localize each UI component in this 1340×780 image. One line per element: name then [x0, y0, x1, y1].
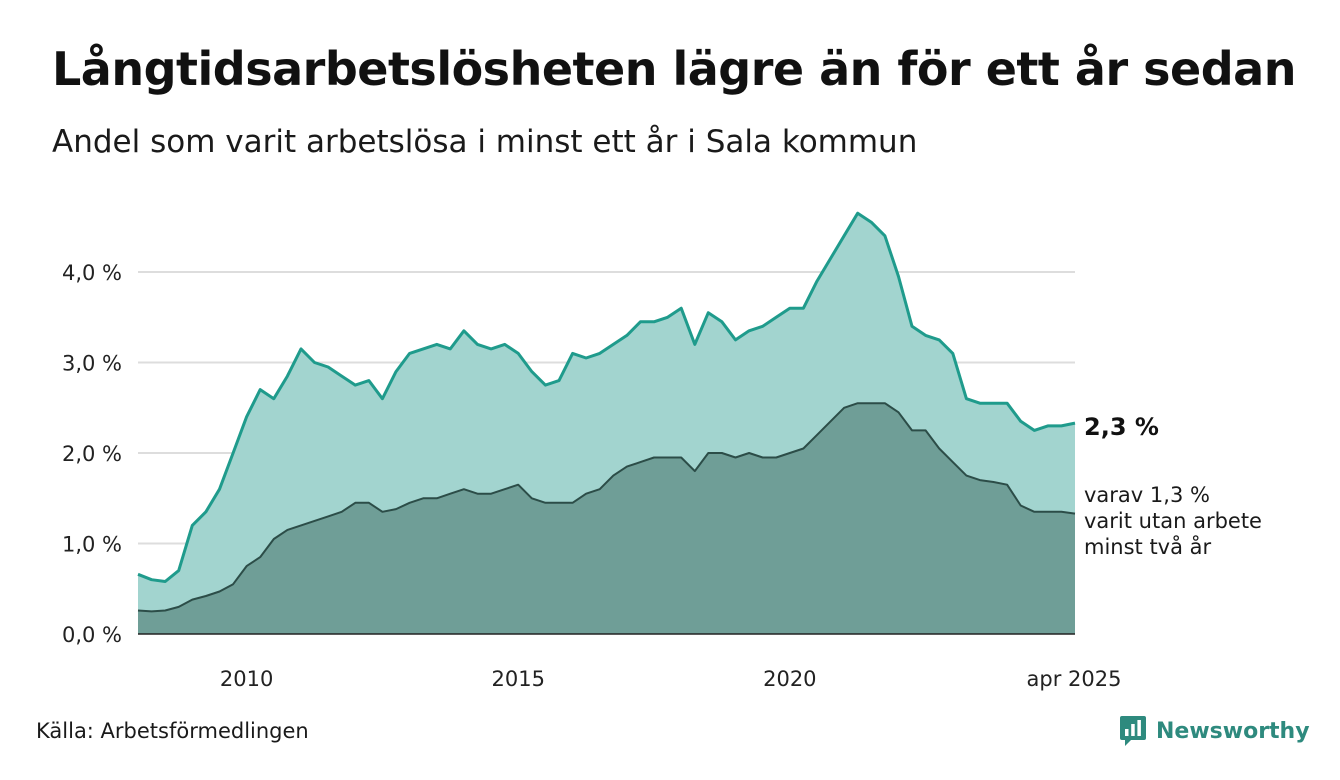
brand-name: Newsworthy: [1156, 718, 1310, 744]
series-label-two-years: varit utan arbete: [1084, 509, 1262, 533]
series-label-two-years: varav 1,3 %: [1084, 483, 1210, 507]
series-end-label-total: 2,3 %: [1084, 413, 1159, 441]
long-term-unemployment-chart: 0,0 % 1,0 % 2,0 % 3,0 % 4,0 % 2010 2015 2020 apr…: [62, 211, 1262, 691]
y-tick-label: 1,0 %: [62, 533, 122, 557]
y-tick-label: 0,0 %: [62, 623, 122, 647]
chart-title: Långtidsarbetslösheten lägre än för ett …: [52, 42, 1296, 96]
y-tick-label: 4,0 %: [62, 261, 122, 285]
x-tick-label: apr 2025: [1027, 667, 1122, 691]
newsworthy-icon: [1120, 716, 1146, 746]
newsworthy-logo: Newsworthy: [1118, 714, 1310, 748]
x-tick-label: 2010: [220, 667, 273, 691]
x-tick-label: 2015: [492, 667, 545, 691]
series-line-two-years: [137, 402, 1076, 613]
y-tick-label: 3,0 %: [62, 352, 122, 376]
series-line-total: [137, 211, 1076, 583]
y-tick-label: 2,0 %: [62, 442, 122, 466]
chart-subtitle: Andel som varit arbetslösa i minst ett å…: [52, 124, 918, 160]
series-label-two-years: minst två år: [1084, 534, 1212, 559]
series-area-two-years: [138, 403, 1075, 634]
x-tick-label: 2020: [763, 667, 816, 691]
source-note: Källa: Arbetsförmedlingen: [36, 719, 309, 743]
